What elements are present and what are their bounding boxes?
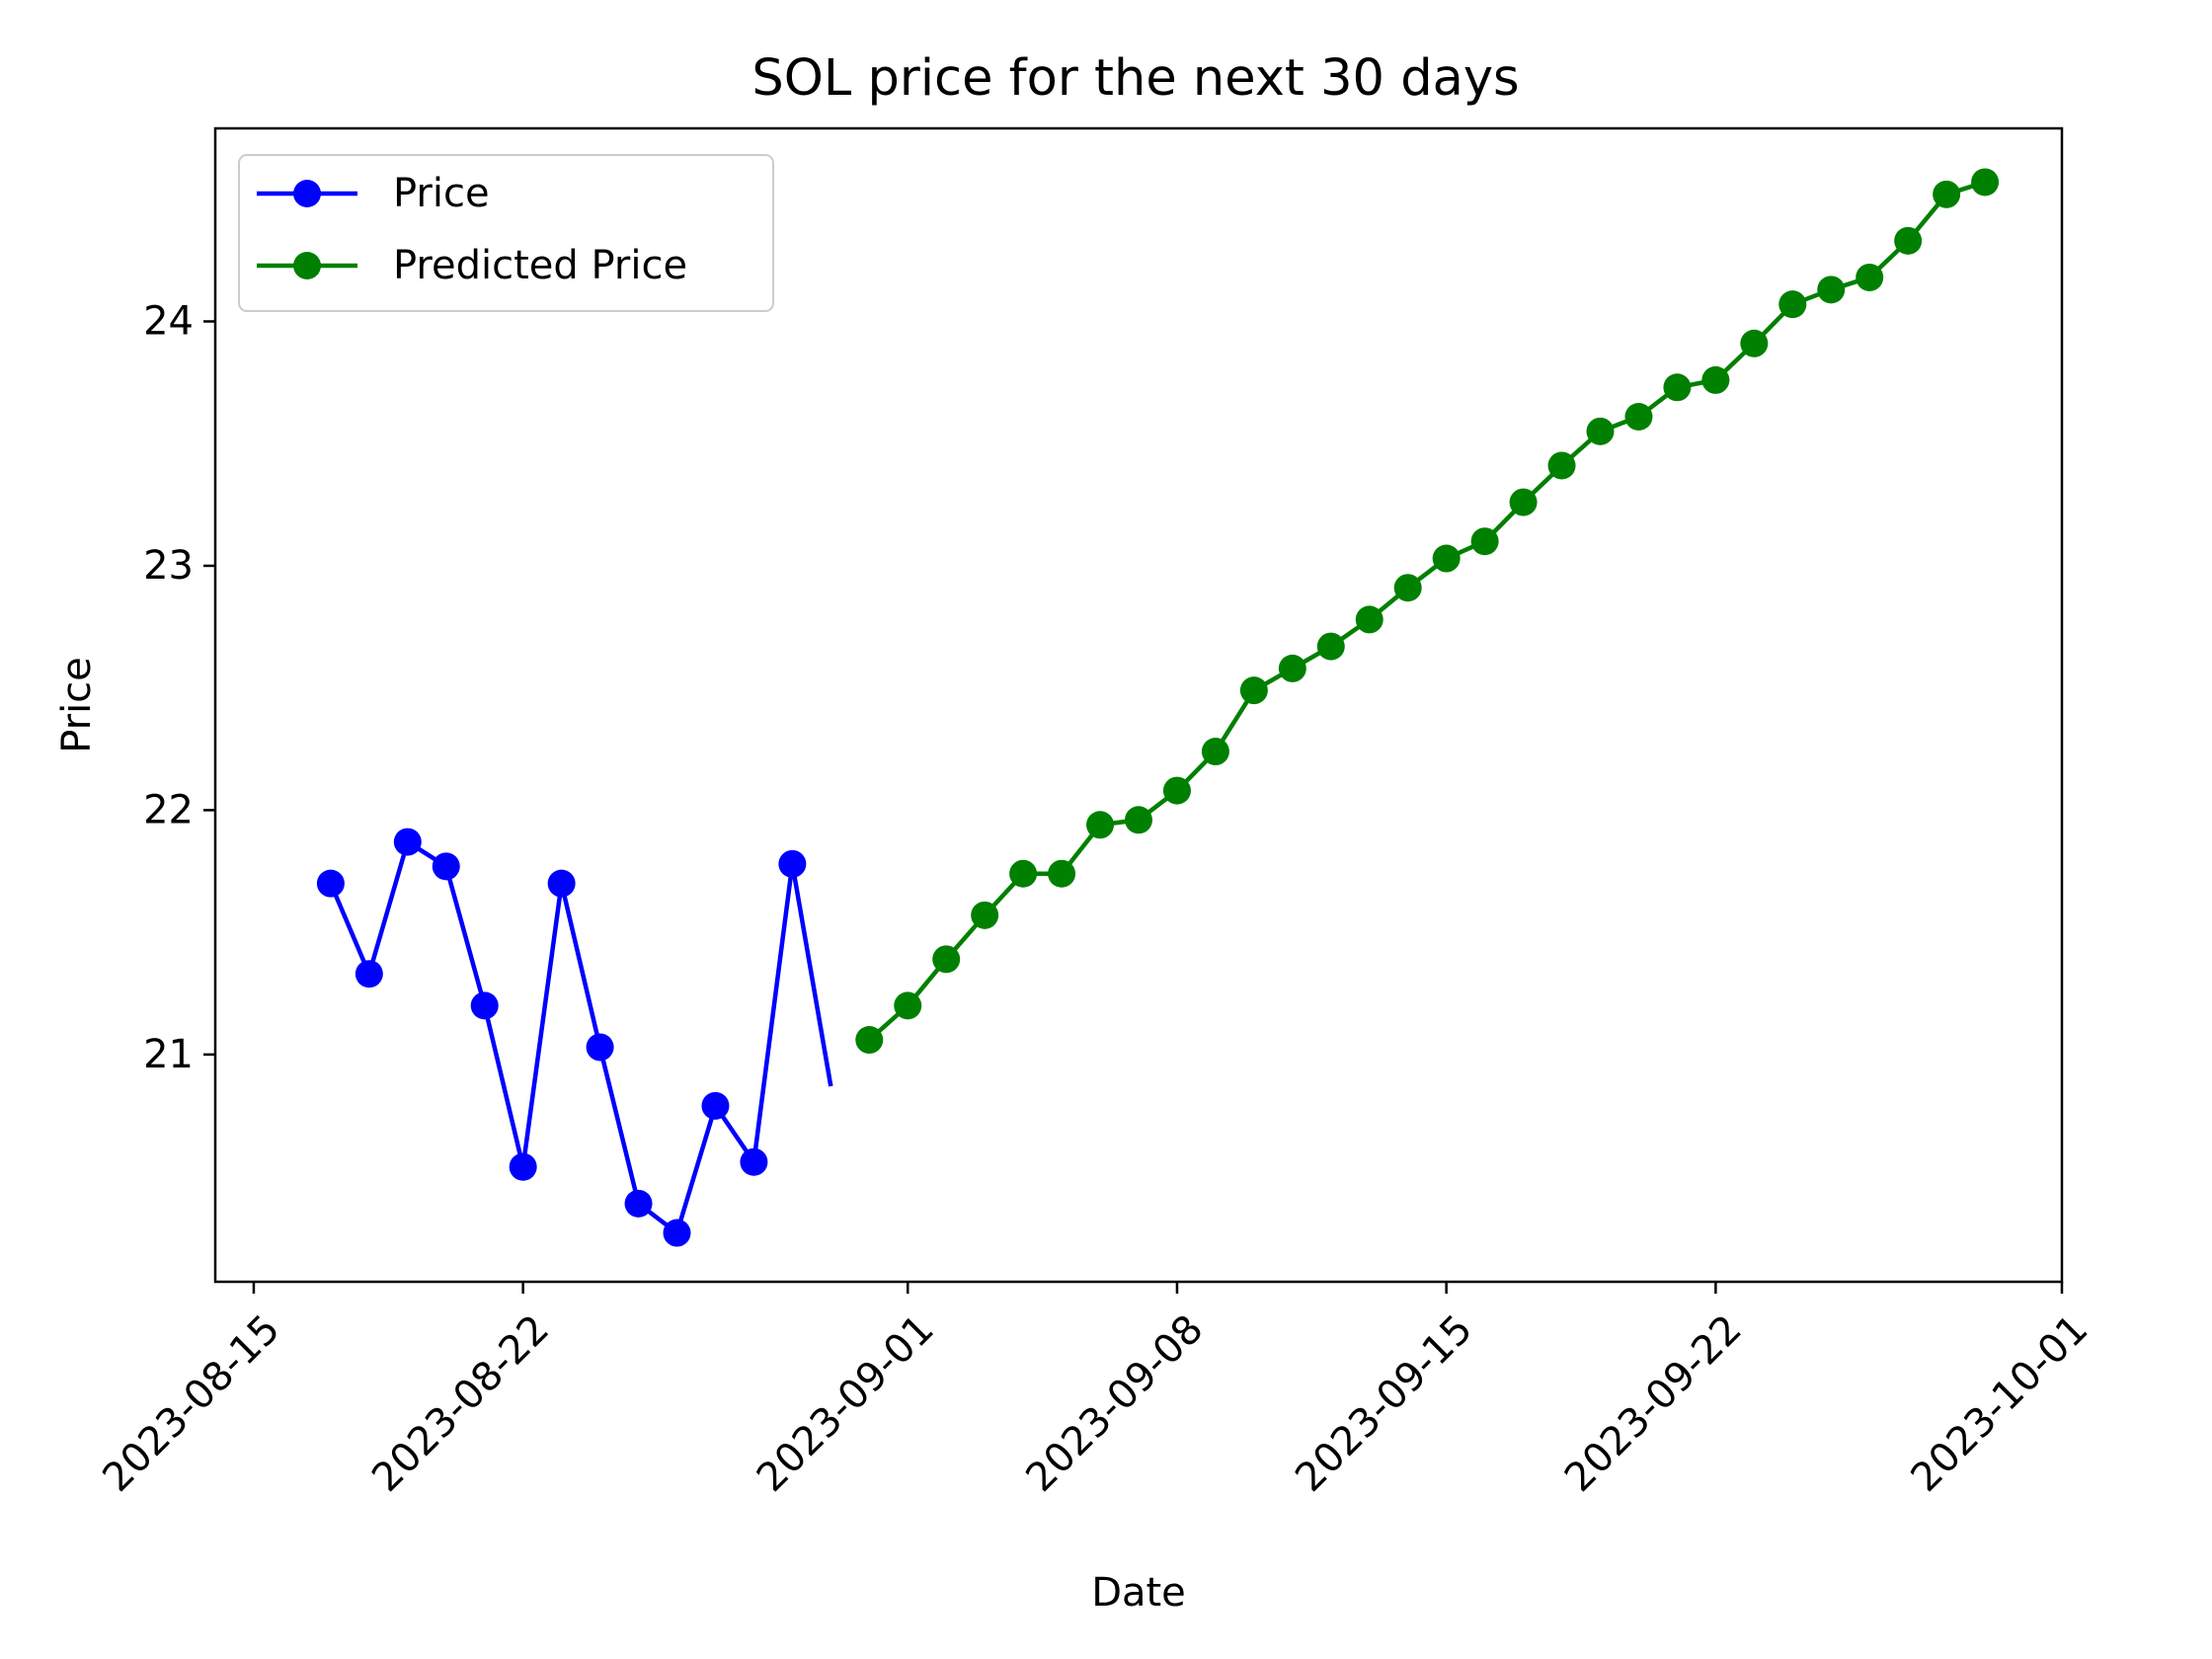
x-axis-label: Date (1091, 1570, 1186, 1616)
predicted-price-data-point (1509, 488, 1538, 516)
legend-box (238, 154, 774, 312)
predicted-price-data-point (1239, 676, 1268, 705)
predicted-price-data-point (1971, 168, 2000, 197)
predicted-price-data-point (1740, 329, 1769, 357)
predicted-price-data-point (1701, 365, 1730, 394)
predicted-price-data-point (1125, 806, 1152, 834)
predicted-price-data-point (1432, 544, 1461, 573)
price-data-point (432, 852, 460, 881)
chart-title: SOL price for the next 30 days (751, 49, 1519, 108)
price-data-point (586, 1033, 614, 1062)
legend-label-price: Price (393, 171, 490, 216)
plot-frame (213, 126, 2064, 1284)
price-data-point (393, 828, 422, 856)
predicted-price-data-point (1856, 263, 1884, 291)
legend-marker-predicted-price (293, 252, 321, 279)
y-tick-label: 21 (143, 1032, 194, 1077)
predicted-price-data-point (1586, 417, 1615, 445)
y-axis-label: Price (54, 657, 100, 753)
y-tick-label: 22 (143, 787, 194, 832)
y-axis: 21 22 23 24 (143, 298, 215, 1077)
predicted-price-data-point (1009, 859, 1038, 888)
price-data-point (470, 991, 499, 1020)
predicted-price-data-point (971, 901, 999, 929)
predicted-price-data-point (1817, 276, 1846, 304)
y-tick-label: 23 (143, 543, 194, 589)
price-data-point (316, 869, 345, 898)
price-data-point (740, 1147, 768, 1176)
predicted-price-data-point (1894, 226, 1923, 255)
price-data-point (624, 1189, 653, 1218)
predicted-price-data-point (1355, 605, 1383, 634)
plot-area (316, 168, 2000, 1247)
predicted-price-data-point (1624, 403, 1653, 431)
price-data-point (663, 1219, 691, 1247)
predicted-price-data-point (1278, 654, 1306, 682)
predicted-price-data-point (1933, 180, 1961, 208)
predicted-price-data-point (1663, 373, 1692, 402)
predicted-price-data-point (1048, 859, 1076, 888)
price-data-point (778, 849, 807, 878)
predicted-price-data-point (1547, 451, 1576, 480)
legend: Price Predicted Price (238, 154, 774, 312)
predicted-price-data-point (1393, 574, 1422, 602)
legend-label-predicted-price: Predicted Price (393, 243, 687, 288)
predicted-price-data-point (1086, 811, 1115, 839)
predicted-price-data-point (1201, 738, 1229, 766)
predicted-price-data-point (932, 945, 961, 974)
price-data-point (355, 960, 383, 988)
predicted-price-data-point (1778, 290, 1807, 319)
price-data-point (701, 1091, 730, 1120)
predicted-price-data-point (1470, 527, 1499, 556)
price-data-point (509, 1152, 537, 1181)
predicted-price-data-point (1316, 632, 1345, 661)
price-data-point (547, 869, 576, 898)
y-tick-label: 24 (143, 298, 194, 344)
predicted-price-data-point (1162, 776, 1191, 805)
predicted-price-data-point (855, 1026, 884, 1055)
predicted-price-data-point (894, 991, 922, 1020)
legend-marker-price (293, 180, 321, 207)
